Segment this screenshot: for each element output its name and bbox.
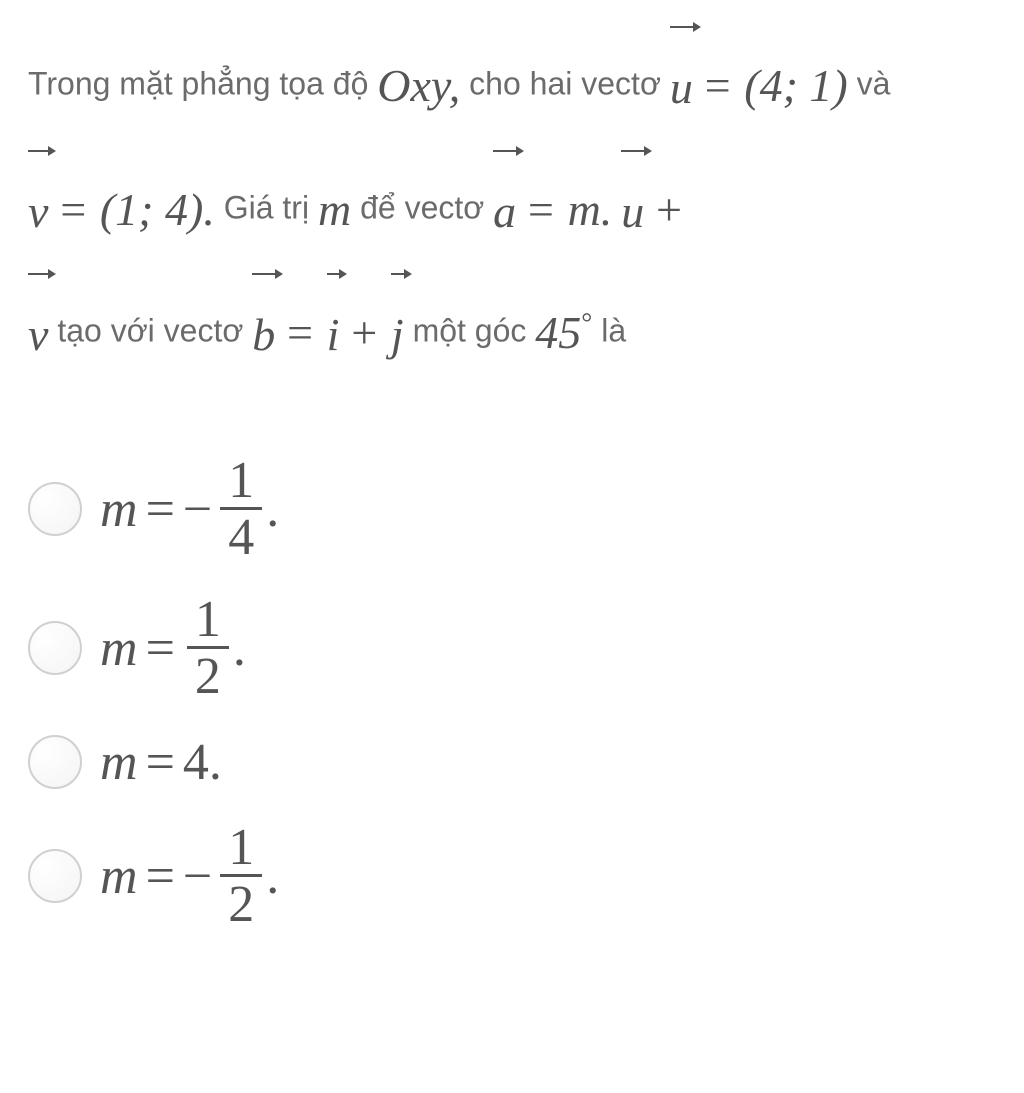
text-part: là	[601, 312, 626, 348]
radio-icon[interactable]	[28, 735, 82, 789]
text-part: và	[857, 65, 891, 101]
text-part: tạo với vectơ	[57, 312, 252, 348]
vector-b: b	[252, 309, 275, 360]
equals: =	[702, 60, 745, 111]
v-value: (1; 4).	[100, 184, 215, 235]
option-d[interactable]: m = − 12 .	[28, 822, 996, 931]
text-part: Trong mặt phẳng tọa độ	[28, 65, 377, 101]
math-oxy: Oxy,	[377, 60, 460, 111]
vector-i: i	[327, 309, 340, 360]
text-part: một góc	[413, 312, 536, 348]
vector-a: a	[493, 186, 516, 237]
vector-j: j	[391, 309, 404, 360]
option-a-math: m = − 14 .	[100, 455, 279, 564]
u-value: (4; 1)	[744, 60, 847, 111]
text-part: Giá trị	[224, 189, 318, 225]
option-d-math: m = − 12 .	[100, 822, 279, 931]
option-b-math: m = 12 .	[100, 594, 246, 703]
vector-v: v	[28, 186, 48, 237]
equals: =	[57, 184, 100, 235]
equals: =	[284, 307, 327, 358]
text-part: để vectơ	[360, 189, 493, 225]
text-part: cho hai vectơ	[469, 65, 670, 101]
angle-value: 45°	[535, 307, 592, 358]
equals: =	[525, 184, 568, 235]
option-c[interactable]: m = 4.	[28, 733, 996, 792]
plus: +	[653, 184, 684, 235]
var-m: m	[318, 184, 351, 235]
question-text: Trong mặt phẳng tọa độ Oxy, cho hai vect…	[28, 24, 996, 395]
m-dot: m.	[568, 184, 613, 235]
plus: +	[348, 307, 391, 358]
radio-icon[interactable]	[28, 849, 82, 903]
option-c-math: m = 4.	[100, 733, 222, 792]
options-list: m = − 14 . m = 12 . m = 4. m = − 12 .	[28, 455, 996, 931]
vector-v2: v	[28, 309, 48, 360]
radio-icon[interactable]	[28, 621, 82, 675]
option-b[interactable]: m = 12 .	[28, 594, 996, 703]
vector-u: u	[670, 62, 693, 113]
option-a[interactable]: m = − 14 .	[28, 455, 996, 564]
radio-icon[interactable]	[28, 482, 82, 536]
vector-u2: u	[621, 186, 644, 237]
